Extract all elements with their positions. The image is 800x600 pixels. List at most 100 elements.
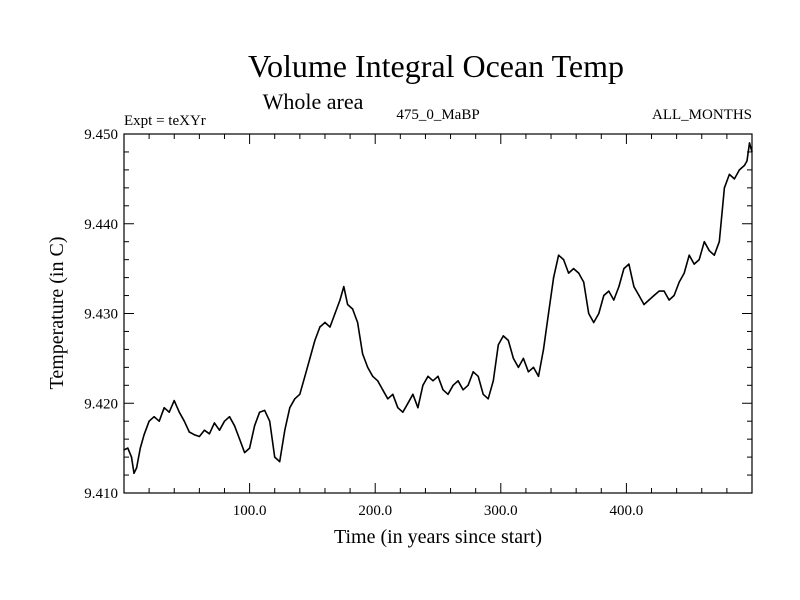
data-point (123, 449, 125, 451)
y-tick-label: 9.420 (84, 396, 118, 412)
data-point (733, 178, 736, 180)
data-point (517, 366, 520, 369)
data-point (158, 420, 160, 422)
data-point (351, 308, 354, 310)
data-point (258, 411, 261, 413)
data-point (522, 357, 525, 360)
y-tick-label: 9.450 (84, 127, 118, 143)
x-tick-label: 400.0 (610, 503, 644, 519)
data-point (213, 422, 216, 424)
data-point (447, 393, 449, 395)
data-point (387, 398, 389, 400)
data-point (402, 411, 404, 413)
data-point (153, 416, 155, 418)
data-point (552, 276, 555, 279)
data-point (751, 151, 753, 153)
data-point (183, 420, 185, 422)
data-point (477, 375, 479, 377)
data-point (638, 294, 640, 297)
y-tick-label: 9.410 (84, 486, 118, 502)
data-point (193, 434, 195, 436)
data-point (743, 164, 746, 167)
x-axis-label: Time (in years since start) (334, 526, 542, 548)
data-point (658, 290, 660, 292)
data-point (512, 357, 515, 360)
data-point (718, 241, 720, 243)
data-point (708, 250, 710, 252)
data-point (382, 389, 384, 391)
data-point (442, 389, 444, 391)
data-point (127, 447, 129, 449)
data-point (427, 375, 429, 377)
axis-ticks (124, 134, 752, 493)
data-point (723, 187, 726, 189)
series-line (123, 142, 753, 475)
data-point (738, 169, 741, 171)
data-point (492, 380, 494, 382)
data-point (437, 375, 439, 377)
chart-title: Volume Integral Ocean Temp (248, 48, 624, 84)
data-point (372, 375, 374, 377)
data-point (218, 429, 221, 431)
data-point (618, 285, 620, 288)
data-point (603, 294, 605, 297)
data-point (746, 160, 748, 162)
data-point (133, 472, 135, 474)
annotation-right: ALL_MONTHS (652, 107, 752, 123)
data-point (748, 142, 751, 144)
data-point (487, 398, 489, 400)
data-point (294, 398, 296, 400)
data-point (693, 263, 695, 265)
data-point (299, 393, 301, 395)
data-point (203, 429, 206, 431)
data-point (598, 312, 600, 315)
data-point (462, 389, 464, 391)
data-point (233, 425, 236, 427)
data-point (314, 339, 316, 342)
data-point (343, 285, 345, 288)
data-point (698, 258, 700, 261)
data-point (668, 299, 670, 301)
data-point (329, 326, 331, 328)
x-tick-label: 100.0 (233, 503, 267, 519)
data-point (653, 294, 655, 297)
data-point (412, 393, 414, 395)
data-point (139, 447, 141, 449)
data-point (168, 411, 170, 413)
annotation-center: 475_0_MaBP (396, 107, 479, 123)
data-point (683, 272, 685, 274)
data-point (547, 312, 550, 315)
data-point (472, 371, 474, 373)
data-point (228, 416, 231, 418)
data-point (309, 357, 311, 360)
plot-frame (123, 133, 753, 494)
data-point (527, 371, 530, 373)
data-point (417, 407, 419, 409)
data-point (269, 420, 271, 422)
data-point (422, 384, 424, 386)
data-point (703, 241, 705, 243)
data-point (304, 375, 306, 377)
data-point (432, 380, 434, 382)
data-point (452, 384, 454, 386)
data-point (613, 299, 615, 301)
data-point (583, 281, 585, 283)
data-point (135, 467, 138, 469)
data-point (243, 451, 246, 454)
data-point (198, 435, 201, 438)
data-point (648, 299, 650, 301)
data-point (502, 335, 504, 337)
data-point (593, 321, 595, 324)
data-point (279, 460, 281, 463)
data-point (377, 380, 379, 382)
data-point (163, 407, 165, 409)
axis-tick-labels: 100.0 200.0 300.0 400.0 9.410 9.420 9.430 9.440… (84, 127, 643, 519)
data-point (253, 425, 256, 427)
data-point (588, 312, 590, 315)
data-point (148, 420, 150, 422)
data-point (289, 407, 291, 409)
data-point (356, 321, 359, 324)
data-point (339, 299, 341, 301)
